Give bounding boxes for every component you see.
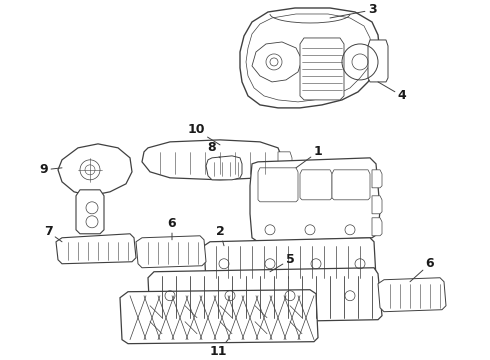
- Text: 6: 6: [168, 217, 176, 240]
- Polygon shape: [142, 140, 282, 180]
- Text: 5: 5: [270, 253, 294, 272]
- Polygon shape: [372, 218, 382, 236]
- Polygon shape: [252, 42, 302, 82]
- Polygon shape: [148, 268, 382, 324]
- Polygon shape: [378, 278, 446, 312]
- Text: 10: 10: [187, 123, 220, 145]
- Polygon shape: [250, 158, 380, 242]
- Polygon shape: [372, 196, 382, 214]
- Polygon shape: [332, 170, 370, 200]
- Polygon shape: [206, 156, 242, 180]
- Polygon shape: [58, 144, 132, 196]
- Text: 3: 3: [330, 4, 376, 18]
- Text: 9: 9: [40, 163, 62, 176]
- Polygon shape: [300, 38, 344, 100]
- Polygon shape: [204, 238, 376, 286]
- Polygon shape: [372, 170, 382, 188]
- Text: 11: 11: [209, 340, 228, 358]
- Text: 2: 2: [216, 225, 224, 246]
- Polygon shape: [300, 170, 332, 200]
- Polygon shape: [56, 234, 136, 264]
- Text: 7: 7: [44, 225, 62, 242]
- Polygon shape: [240, 8, 380, 108]
- Polygon shape: [258, 168, 298, 202]
- Text: 6: 6: [410, 257, 434, 282]
- Polygon shape: [368, 40, 388, 82]
- Text: 8: 8: [208, 141, 220, 158]
- Text: 1: 1: [296, 145, 322, 168]
- Polygon shape: [278, 152, 292, 174]
- Polygon shape: [76, 190, 104, 234]
- Polygon shape: [136, 236, 206, 268]
- Polygon shape: [120, 290, 318, 344]
- Text: 4: 4: [378, 82, 406, 102]
